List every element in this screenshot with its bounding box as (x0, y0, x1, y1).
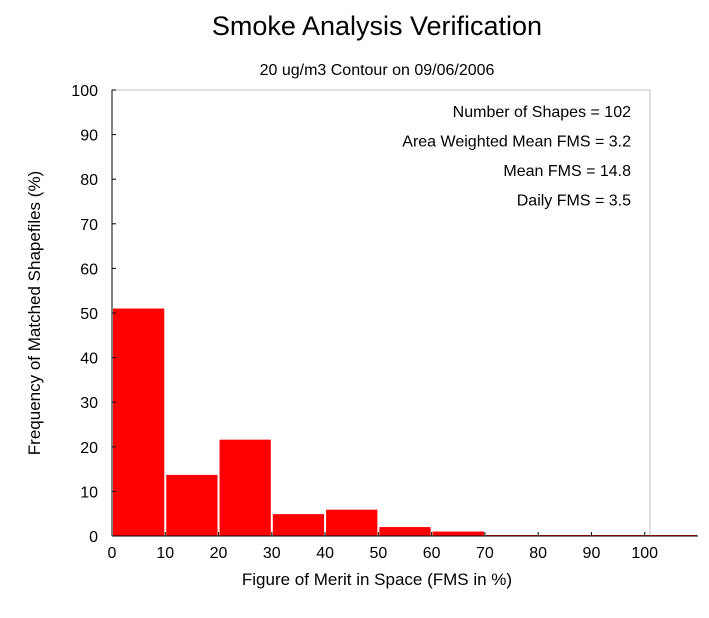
x-tick-label: 30 (263, 545, 281, 562)
x-ticks-group: 0 10 20 30 40 50 60 70 80 90 100 (108, 532, 658, 562)
y-tick-label: 30 (80, 395, 98, 412)
chart-subtitle: 20 ug/m3 Contour on 09/06/2006 (260, 62, 495, 79)
bars-group (113, 308, 697, 536)
bar (272, 514, 325, 536)
y-tick-label: 20 (80, 440, 98, 457)
x-tick-label: 50 (369, 545, 387, 562)
y-tick-label: 90 (80, 128, 98, 145)
y-tick-label: 80 (80, 172, 98, 189)
x-tick-label: 40 (316, 545, 334, 562)
y-axis-label: Frequency of Matched Shapefiles (%) (25, 171, 44, 455)
stat-annotation: Mean FMS = 14.8 (503, 163, 631, 180)
y-tick-label: 70 (80, 217, 98, 234)
bar (113, 308, 165, 536)
x-tick-label: 10 (156, 545, 174, 562)
plot-frame (111, 89, 651, 537)
stat-annotation: Daily FMS = 3.5 (517, 193, 631, 210)
y-tick-label: 60 (80, 261, 98, 278)
y-tick-label: 10 (80, 484, 98, 501)
stat-annotation: Area Weighted Mean FMS = 3.2 (402, 134, 631, 151)
x-tick-label: 0 (108, 545, 117, 562)
stat-annotation: Number of Shapes = 102 (453, 104, 631, 121)
x-axis-label: Figure of Merit in Space (FMS in %) (242, 570, 512, 589)
bar (379, 527, 431, 536)
bar (432, 531, 484, 536)
y-tick-label: 40 (80, 351, 98, 368)
annotations-group: Number of Shapes = 102 Area Weighted Mean… (402, 104, 631, 210)
chart-title: Smoke Analysis Verification (212, 11, 542, 41)
x-tick-label: 80 (529, 545, 547, 562)
x-tick-label: 100 (631, 545, 658, 562)
bar (326, 509, 378, 536)
x-tick-label: 70 (476, 545, 494, 562)
y-tick-label: 100 (71, 83, 98, 100)
y-tick-label: 0 (89, 529, 98, 546)
y-tick-label: 50 (80, 306, 98, 323)
y-ticks-group: 0 10 20 30 40 50 60 70 80 90 100 (71, 83, 116, 546)
x-tick-label: 90 (583, 545, 601, 562)
x-tick-label: 20 (210, 545, 228, 562)
bar (219, 439, 271, 536)
x-tick-label: 60 (423, 545, 441, 562)
bar (166, 474, 218, 536)
